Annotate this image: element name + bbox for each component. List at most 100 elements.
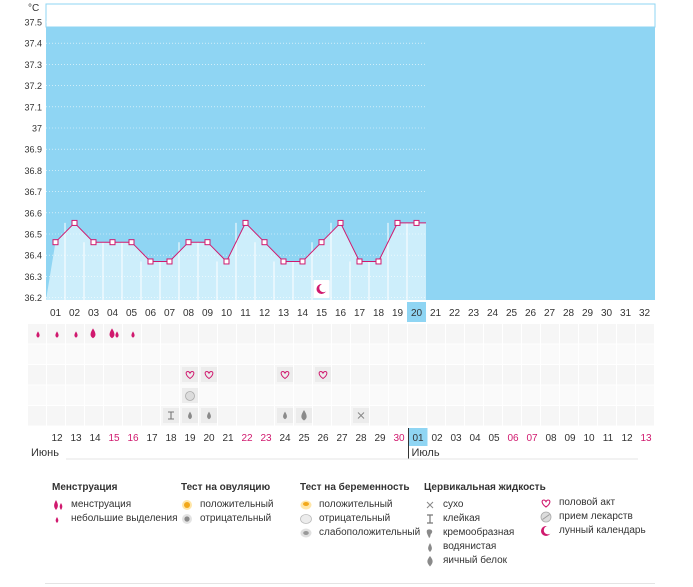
marker-cell[interactable] (256, 324, 274, 344)
marker-cell[interactable] (427, 365, 445, 385)
temperature-point[interactable] (337, 219, 344, 226)
marker-cell[interactable] (389, 365, 407, 385)
marker-cell[interactable] (465, 324, 483, 344)
marker-cell[interactable] (503, 406, 521, 426)
marker-cell[interactable] (598, 365, 616, 385)
marker-cell[interactable] (408, 406, 426, 426)
temperature-point[interactable] (185, 239, 192, 246)
marker-cell[interactable] (218, 406, 236, 426)
marker-cell[interactable] (446, 324, 464, 344)
marker-cell[interactable] (408, 344, 426, 365)
marker-cell[interactable] (408, 324, 426, 344)
marker-cell[interactable] (617, 365, 635, 385)
marker-cell[interactable] (560, 344, 578, 365)
marker-cell[interactable] (199, 324, 217, 344)
temperature-point[interactable] (413, 219, 420, 226)
marker-cell[interactable] (28, 344, 46, 365)
marker-cell[interactable] (28, 406, 46, 426)
marker-cell[interactable] (465, 385, 483, 406)
marker-cell[interactable] (142, 406, 160, 426)
marker-cell[interactable] (636, 324, 654, 344)
marker-cell[interactable] (123, 365, 141, 385)
marker-cell[interactable] (66, 406, 84, 426)
temperature-point[interactable] (128, 239, 135, 246)
marker-cell[interactable] (28, 365, 46, 385)
marker-cell[interactable] (522, 324, 540, 344)
marker-cell[interactable] (503, 324, 521, 344)
marker-cell[interactable] (465, 406, 483, 426)
marker-cell[interactable] (123, 344, 141, 365)
marker-cell[interactable] (503, 385, 521, 406)
marker-cell[interactable] (180, 324, 198, 344)
marker-cell[interactable] (275, 324, 293, 344)
marker-cell[interactable] (522, 406, 540, 426)
marker-cell[interactable] (332, 365, 350, 385)
marker-cell[interactable] (579, 344, 597, 365)
marker-cell[interactable] (636, 385, 654, 406)
marker-cell[interactable] (294, 344, 312, 365)
marker-cell[interactable] (237, 365, 255, 385)
temperature-point[interactable] (280, 258, 287, 265)
temperature-point[interactable] (147, 258, 154, 265)
marker-cell[interactable] (598, 344, 616, 365)
marker-cell[interactable] (522, 385, 540, 406)
marker-cell[interactable] (484, 385, 502, 406)
marker-cell[interactable] (560, 385, 578, 406)
marker-cell[interactable] (47, 365, 65, 385)
marker-cell[interactable] (484, 344, 502, 365)
marker-cell[interactable] (180, 344, 198, 365)
temperature-point[interactable] (299, 258, 306, 265)
marker-cell[interactable] (47, 344, 65, 365)
marker-cell[interactable] (256, 365, 274, 385)
marker-cell[interactable] (66, 344, 84, 365)
marker-cell[interactable] (560, 365, 578, 385)
marker-cell[interactable] (66, 385, 84, 406)
marker-cell[interactable] (636, 365, 654, 385)
marker-cell[interactable] (427, 344, 445, 365)
marker-cell[interactable] (541, 365, 559, 385)
marker-cell[interactable] (294, 385, 312, 406)
marker-cell[interactable] (123, 406, 141, 426)
marker-cell[interactable] (313, 324, 331, 344)
marker-cell[interactable] (579, 324, 597, 344)
marker-cell[interactable] (389, 324, 407, 344)
temperature-point[interactable] (90, 239, 97, 246)
marker-cell[interactable] (427, 385, 445, 406)
marker-cell[interactable] (142, 344, 160, 365)
marker-cell[interactable] (541, 385, 559, 406)
temperature-point[interactable] (71, 219, 78, 226)
marker-cell[interactable] (237, 385, 255, 406)
marker-cell[interactable] (541, 324, 559, 344)
marker-cell[interactable] (85, 365, 103, 385)
marker-cell[interactable] (370, 385, 388, 406)
marker-cell[interactable] (389, 406, 407, 426)
marker-cell[interactable] (636, 406, 654, 426)
marker-cell[interactable] (199, 344, 217, 365)
marker-cell[interactable] (579, 385, 597, 406)
marker-cell[interactable] (123, 385, 141, 406)
marker-cell[interactable] (617, 385, 635, 406)
marker-cell[interactable] (161, 324, 179, 344)
marker-cell[interactable] (218, 344, 236, 365)
marker-cell[interactable] (104, 385, 122, 406)
marker-cell[interactable] (85, 406, 103, 426)
marker-cell[interactable] (275, 344, 293, 365)
marker-cell[interactable] (598, 324, 616, 344)
marker-cell[interactable] (218, 365, 236, 385)
marker-cell[interactable] (237, 344, 255, 365)
marker-cell[interactable] (351, 365, 369, 385)
marker-cell[interactable] (332, 344, 350, 365)
marker-cell[interactable] (85, 385, 103, 406)
marker-cell[interactable] (161, 365, 179, 385)
marker-cell[interactable] (256, 406, 274, 426)
marker-cell[interactable] (484, 324, 502, 344)
marker-cell[interactable] (313, 406, 331, 426)
marker-cell[interactable] (275, 385, 293, 406)
temperature-point[interactable] (204, 239, 211, 246)
temperature-point[interactable] (166, 258, 173, 265)
temperature-point[interactable] (52, 239, 59, 246)
marker-cell[interactable] (598, 385, 616, 406)
marker-cell[interactable] (408, 385, 426, 406)
temperature-point[interactable] (375, 258, 382, 265)
marker-cell[interactable] (332, 385, 350, 406)
